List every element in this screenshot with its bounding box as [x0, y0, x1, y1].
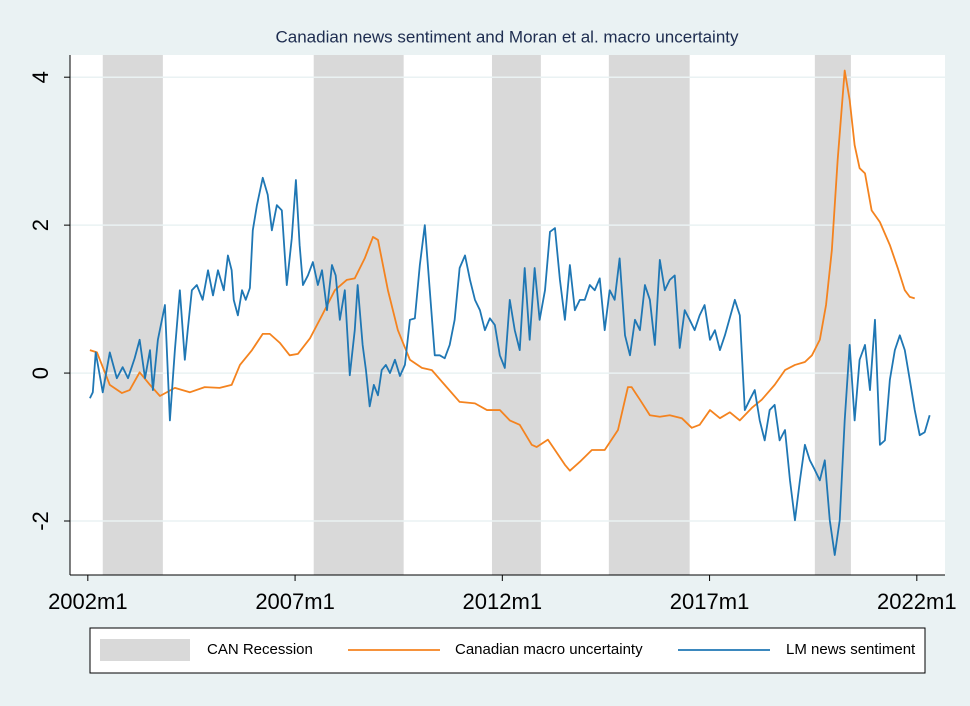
x-tick-label: 2017m1 [670, 589, 750, 614]
y-tick-label: 0 [28, 367, 53, 379]
recession-band [313, 55, 404, 575]
x-tick-label: 2012m1 [463, 589, 543, 614]
y-tick-label: -2 [28, 511, 53, 531]
legend-swatch [100, 639, 190, 661]
x-tick-label: 2002m1 [48, 589, 128, 614]
x-tick-label: 2007m1 [255, 589, 335, 614]
recession-band [102, 55, 163, 575]
recession-band [608, 55, 690, 575]
series-line [89, 176, 931, 556]
recession-band [491, 55, 541, 575]
legend-label: Canadian macro uncertainty [455, 641, 643, 658]
y-tick-label: 4 [28, 71, 53, 83]
recession-band [814, 55, 851, 575]
legend-label: CAN Recession [207, 641, 313, 658]
x-tick-label: 2022m1 [877, 589, 957, 614]
series-line [89, 69, 915, 472]
legend-label: LM news sentiment [786, 641, 916, 658]
y-tick-label: 2 [28, 219, 53, 231]
legend-box [89, 627, 926, 674]
chart-title: Canadian news sentiment and Moran et al.… [275, 27, 739, 46]
